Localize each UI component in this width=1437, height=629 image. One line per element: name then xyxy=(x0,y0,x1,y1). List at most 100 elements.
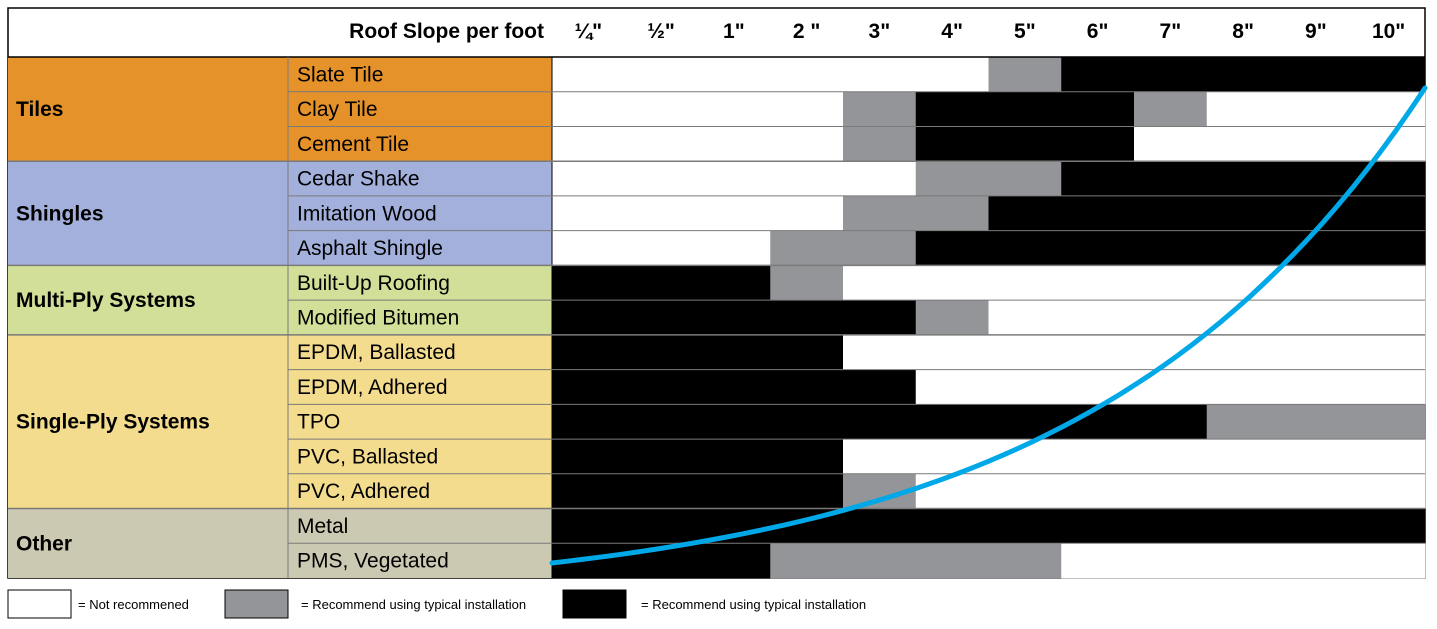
grid-cell xyxy=(1061,195,1135,232)
material-label: Slate Tile xyxy=(297,63,383,86)
group-background-1 xyxy=(8,57,552,162)
grid-cell xyxy=(1061,473,1135,510)
grid-cell xyxy=(843,265,917,301)
grid-cell xyxy=(1206,91,1280,127)
grid-cell xyxy=(988,161,1062,197)
grid-cell xyxy=(552,161,626,197)
grid-cell xyxy=(624,161,698,197)
grid-cell xyxy=(1061,334,1135,371)
material-label: PVC, Adhered xyxy=(297,480,430,503)
grid-cell xyxy=(915,439,989,475)
grid-cell xyxy=(697,369,771,405)
grid-cell xyxy=(1352,369,1426,405)
grid-cell xyxy=(1206,126,1280,162)
grid-cell xyxy=(1352,265,1426,301)
grid-cell xyxy=(1279,230,1353,266)
grid-cell xyxy=(697,265,771,301)
grid-cell xyxy=(770,369,844,405)
material-label: EPDM, Adhered xyxy=(297,376,448,399)
grid-cell xyxy=(697,300,771,336)
grid-cell xyxy=(552,230,626,266)
grid-cell xyxy=(624,230,698,266)
column-headers: ¼" ½" 1" 2 " 3" 4" 5" 6" 7" 8" 9" 10" xyxy=(575,20,1406,43)
grid-cell xyxy=(552,126,626,162)
grid-cell xyxy=(1134,265,1208,301)
grid-cell xyxy=(1279,265,1353,301)
grid-cell xyxy=(770,91,844,127)
grid-cell xyxy=(1061,300,1135,336)
grid-cell xyxy=(843,230,917,266)
grid-cell xyxy=(552,265,626,301)
grid-cell xyxy=(1206,195,1280,232)
legend-label-2: = Recommend using typical installation xyxy=(301,597,526,612)
grid-cell xyxy=(1206,300,1280,336)
grid-cell xyxy=(843,508,917,544)
grid-cell xyxy=(697,91,771,127)
column-header-6: 4" xyxy=(941,20,963,43)
grid-cell xyxy=(624,195,698,232)
grid-cell xyxy=(697,543,771,579)
legend: = Not recommened = Recommend using typica… xyxy=(7,589,866,619)
grid-cell xyxy=(915,369,989,405)
column-header-10: 8" xyxy=(1232,20,1254,43)
grid-cell xyxy=(552,473,626,510)
grid-cell xyxy=(915,57,989,93)
grid-cell xyxy=(915,473,989,510)
grid-cell xyxy=(624,439,698,475)
grid-cell xyxy=(624,126,698,162)
material-label: Cement Tile xyxy=(297,133,409,156)
grid-cell xyxy=(770,126,844,162)
grid-cell xyxy=(1061,230,1135,266)
column-header-7: 5" xyxy=(1014,20,1036,43)
material-label: EPDM, Ballasted xyxy=(297,341,456,364)
grid-cell xyxy=(1061,91,1135,127)
grid-cell xyxy=(1206,473,1280,510)
grid-cell xyxy=(1279,91,1353,127)
grid-cell xyxy=(1279,543,1353,579)
legend-swatch-1 xyxy=(7,589,72,619)
grid-cell xyxy=(988,91,1062,127)
grid-cell xyxy=(697,195,771,232)
grid-cell xyxy=(552,508,626,544)
grid-cell xyxy=(624,334,698,371)
grid-cell xyxy=(1134,57,1208,93)
grid-cell xyxy=(697,57,771,93)
grid-cell xyxy=(770,230,844,266)
grid-cell xyxy=(552,195,626,232)
grid-cell xyxy=(770,57,844,93)
grid-cell xyxy=(1061,543,1135,579)
grid-cell xyxy=(1352,404,1426,440)
grid-cell xyxy=(624,508,698,544)
grid-cell xyxy=(915,91,989,127)
group-label-4: Single-Ply Systems xyxy=(16,411,210,434)
grid-cell xyxy=(1279,439,1353,475)
column-header-12: 10" xyxy=(1372,20,1405,43)
grid-cell xyxy=(843,300,917,336)
grid-cell xyxy=(770,334,844,371)
grid-cell xyxy=(843,126,917,162)
grid-cell xyxy=(770,404,844,440)
group-label-5: Other xyxy=(16,532,72,555)
grid-cell xyxy=(915,300,989,336)
grid-cell xyxy=(1206,404,1280,440)
grid-cell xyxy=(988,473,1062,510)
group-cells: Tiles Shingles Multi-Ply Systems Single-Ply… xyxy=(8,57,552,578)
grid-cell xyxy=(770,265,844,301)
grid-cell xyxy=(697,230,771,266)
grid-cell xyxy=(915,161,989,197)
grid-cell xyxy=(1206,230,1280,266)
grid-cell xyxy=(1134,369,1208,405)
grid-cell xyxy=(1134,195,1208,232)
grid-cell xyxy=(770,473,844,510)
grid-cell xyxy=(988,543,1062,579)
grid-cell xyxy=(988,57,1062,93)
grid-cell xyxy=(1061,369,1135,405)
grid-cell xyxy=(552,439,626,475)
group-label-1: Tiles xyxy=(16,98,63,121)
grid-cell xyxy=(624,404,698,440)
material-label: Clay Tile xyxy=(297,98,378,121)
grid-cell xyxy=(988,508,1062,544)
grid-cell xyxy=(915,265,989,301)
column-header-11: 9" xyxy=(1305,20,1327,43)
grid-cell xyxy=(915,230,989,266)
